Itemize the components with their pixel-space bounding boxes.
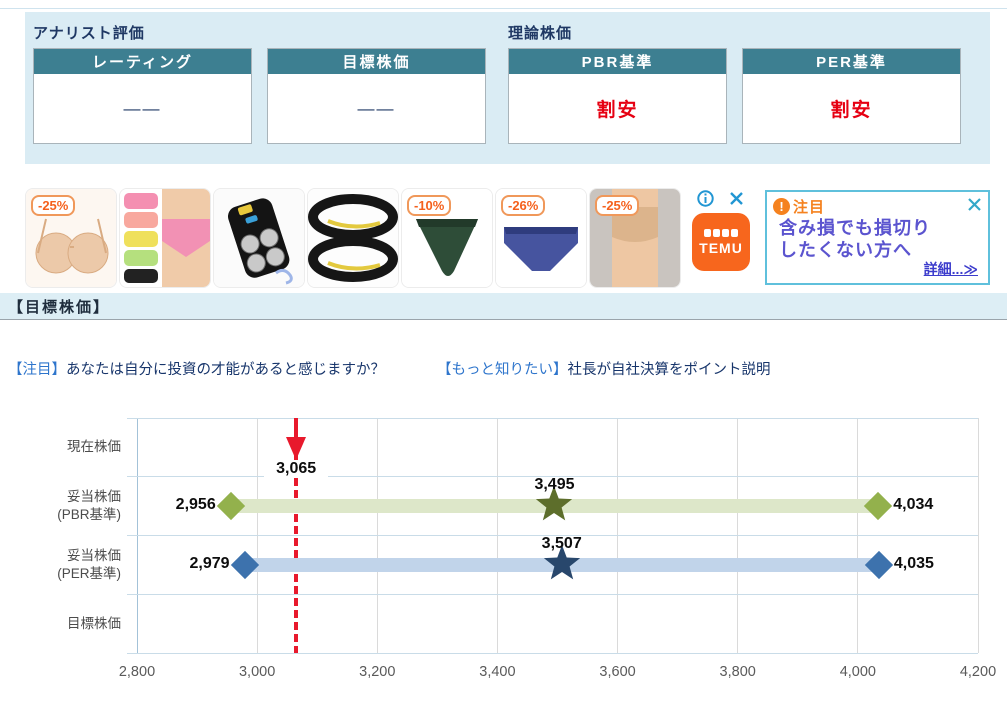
exclamation-icon: ! (773, 198, 790, 215)
attention-ad-close-icon[interactable] (967, 197, 982, 212)
rating-info-panel: アナリスト評価 レーティング ―― 目標株価 ―― 理論株価 PBR基準 割安 (25, 12, 990, 164)
per-basis-value: 割安 (830, 100, 873, 121)
star-marker (535, 486, 573, 524)
promo-link-text: 社長が自社決算をポイント説明 (567, 362, 771, 378)
current-price-arrow-icon (285, 424, 307, 460)
rating-box-value: ―― (123, 98, 162, 118)
min-diamond-marker (230, 550, 259, 580)
headlamps-product-image (308, 189, 398, 287)
attention-ad-text: 含み損でも損切り したくない方へ (779, 218, 931, 262)
flashlight-product-image (214, 189, 304, 287)
discount-badge: -10% (407, 195, 452, 216)
mid-value-label: 3,495 (534, 476, 575, 494)
h-gridline (127, 593, 978, 595)
discount-badge: -26% (501, 195, 546, 216)
v-gridline (977, 418, 979, 653)
analyst-target-price-value: ―― (357, 98, 396, 118)
pbr-basis-value: 割安 (596, 100, 639, 121)
temu-ad-controls: TEMU (686, 190, 756, 271)
promo-link-investment-talent[interactable]: 【注目】あなたは自分に投資の才能があると感じますか？ (8, 362, 385, 378)
temu-logo-text: TEMU (699, 239, 743, 256)
h-gridline (127, 476, 978, 478)
star-marker (543, 544, 581, 583)
ad-info-icon[interactable] (697, 190, 714, 207)
section-title: 【目標株価】 (8, 298, 111, 316)
plot-area: 3,065 2,956 4,034 3,495 2,979 4,035 3,507 (127, 417, 979, 654)
min-value-label: 2,979 (189, 554, 230, 572)
temu-logo[interactable]: TEMU (692, 213, 750, 271)
ad-product-panties-colorful[interactable] (119, 188, 211, 288)
x-tick-label: 3,600 (599, 664, 636, 680)
ad-product-bra-model[interactable]: -25% (589, 188, 681, 288)
current-price-line (294, 418, 299, 653)
panties-set-product-image (120, 189, 210, 287)
x-tick-label: 4,000 (839, 664, 876, 680)
analyst-rating-group: アナリスト評価 レーティング ―― 目標株価 ―― (33, 12, 500, 164)
y-category-label: 妥当株価 (PBR基準) (57, 488, 121, 523)
attention-ad-line1: 含み損でも損切り (779, 218, 931, 238)
promo-link-text: あなたは自分に投資の才能があると感じますか？ (66, 362, 385, 378)
promo-link-ceo-earnings[interactable]: 【もっと知りたい】社長が自社決算をポイント説明 (437, 362, 771, 378)
pbr-basis-header: PBR基準 (509, 49, 726, 74)
analyst-target-price-header: 目標株価 (268, 49, 485, 74)
discount-badge: -25% (31, 195, 76, 216)
x-tick-label: 2,800 (118, 664, 156, 680)
max-diamond-marker (864, 491, 893, 521)
h-gridline (127, 652, 978, 654)
min-value-label: 2,956 (175, 496, 216, 514)
promo-link-prefix: 【もっと知りたい】 (437, 362, 568, 378)
x-tick-label: 3,400 (479, 664, 516, 680)
max-diamond-marker (864, 550, 894, 580)
attention-ad-banner[interactable]: ! 注目 含み損でも損切り したくない方へ 詳細...≫ (765, 190, 990, 285)
attention-ad-line2: したくない方へ (779, 239, 912, 260)
y-category-label: 妥当株価 (PER基準) (57, 547, 121, 581)
max-value-label: 4,034 (893, 496, 934, 514)
per-basis-box: PER基準 割安 (742, 48, 961, 144)
mid-value-label: 3,507 (541, 534, 582, 552)
chart-x-axis-labels: 2,800 3,000 3,200 3,400 3,600 3,800 4,000 4,200 (119, 664, 996, 686)
max-value-label: 4,035 (893, 554, 934, 572)
ad-product-bra-beige[interactable]: -25% (25, 188, 117, 288)
attention-badge: 注目 (793, 199, 826, 216)
current-price-label: 3,065 (264, 460, 329, 479)
per-basis-header: PER基準 (743, 49, 960, 74)
rating-box: レーティング ―― (33, 48, 252, 144)
rating-box-header: レーティング (34, 49, 251, 74)
ad-close-icon[interactable] (728, 190, 745, 207)
analyst-target-price-box: 目標株価 ―― (267, 48, 486, 144)
theoretical-price-group: 理論株価 PBR基準 割安 PER基準 割安 (508, 12, 978, 164)
y-category-label: 現在株価 (67, 439, 121, 455)
discount-badge: -25% (595, 195, 640, 216)
y-category-label: 目標株価 (67, 615, 121, 631)
analyst-rating-title: アナリスト評価 (33, 25, 145, 42)
ad-product-flashlight[interactable] (213, 188, 305, 288)
attention-ad-detail-link[interactable]: 詳細...≫ (923, 261, 978, 277)
h-gridline (127, 535, 978, 536)
h-gridline (127, 417, 978, 419)
ad-product-thong-green[interactable]: -10% (401, 188, 493, 288)
ad-product-panties-blue[interactable]: -26% (495, 188, 587, 288)
temu-logo-glyphs (704, 228, 738, 237)
pbr-basis-box: PBR基準 割安 (508, 48, 727, 144)
ad-product-headlamps[interactable] (307, 188, 399, 288)
min-diamond-marker (216, 491, 245, 521)
temu-ad-banner: -25% (25, 188, 681, 288)
theoretical-price-title: 理論株価 (508, 25, 573, 42)
target-price-section-header: 【目標株価】 (0, 293, 1007, 320)
top-divider (0, 8, 1007, 9)
promo-links-row: 【注目】あなたは自分に投資の才能があると感じますか？ 【もっと知りたい】社長が自社… (8, 358, 998, 379)
chart-y-axis-labels: 現在株価妥当株価 (PBR基準) 妥当株価 (PER基準) 目標株価 (0, 418, 129, 653)
promo-link-prefix: 【注目】 (8, 362, 66, 378)
x-tick-label: 3,200 (359, 664, 396, 680)
x-tick-label: 3,000 (238, 664, 276, 680)
x-tick-label: 3,800 (719, 664, 756, 680)
x-tick-label: 4,200 (959, 664, 997, 680)
target-price-chart: 現在株価妥当株価 (PBR基準) 妥当株価 (PER基準) 目標株価 3,065 2,95… (0, 410, 1007, 700)
